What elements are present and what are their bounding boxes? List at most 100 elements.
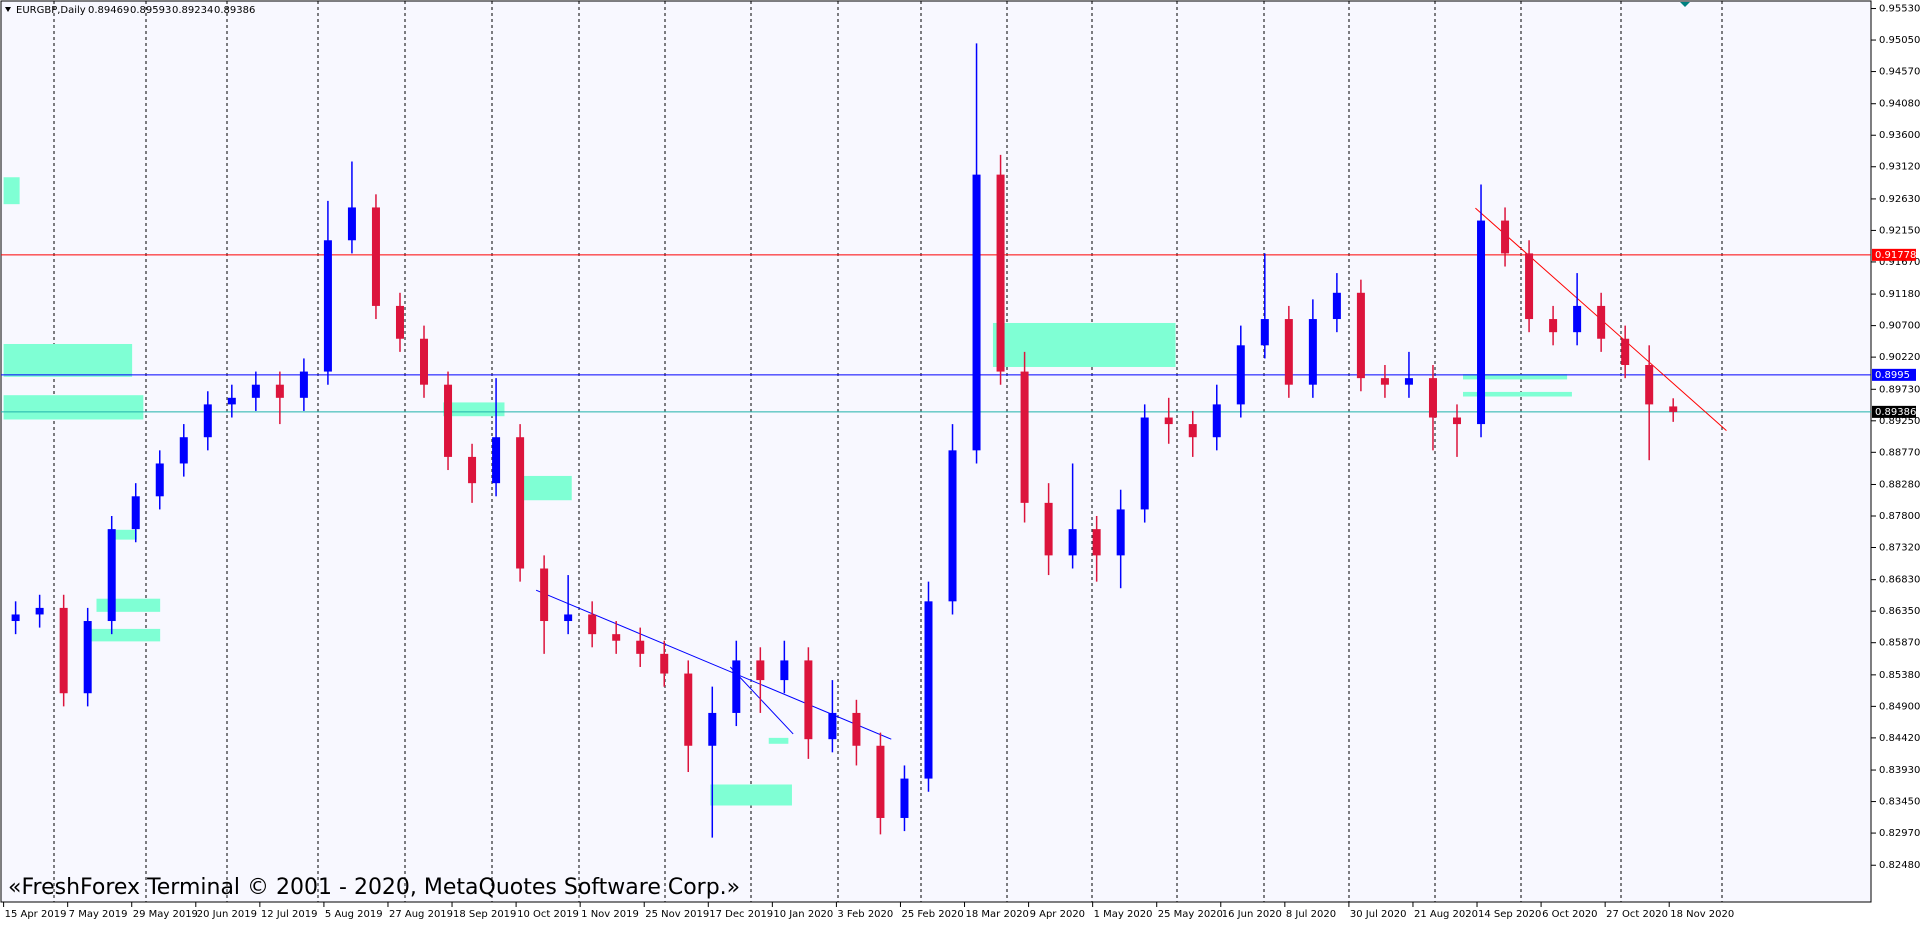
y-tick-label: 0.95050	[1879, 35, 1920, 46]
x-tick-label: 8 Jul 2020	[1286, 909, 1336, 920]
candle-body	[732, 660, 741, 713]
zone	[710, 784, 792, 806]
x-tick-label: 9 Apr 2020	[1030, 909, 1085, 920]
candle-body	[131, 496, 140, 530]
zone	[443, 402, 505, 417]
candle-body	[59, 607, 68, 694]
ohlc-open: 0.89469	[88, 5, 129, 16]
x-tick-label: 16 Jun 2020	[1222, 909, 1282, 920]
zone	[3, 395, 144, 420]
candle-body	[1140, 417, 1149, 510]
price-level-box	[1872, 248, 1916, 261]
y-tick-label: 0.83450	[1879, 797, 1920, 808]
candle-body	[1477, 220, 1486, 425]
candle-body	[1116, 509, 1125, 556]
y-tick-label: 0.82970	[1879, 828, 1920, 839]
y-tick-label: 0.84900	[1879, 701, 1920, 712]
candle-body	[1068, 529, 1077, 556]
x-tick-label: 7 May 2019	[69, 909, 128, 920]
y-tick-label: 0.95530	[1879, 4, 1920, 15]
candle-body	[1501, 220, 1510, 254]
candle-body	[347, 207, 356, 241]
candle-body	[203, 404, 212, 438]
ohlc-high: 0.89593	[130, 5, 171, 16]
candle-body	[179, 437, 188, 464]
zone	[1463, 374, 1568, 380]
x-tick-label: 1 Nov 2019	[581, 909, 639, 920]
candle-body	[1020, 371, 1029, 503]
y-tick-label: 0.88770	[1879, 447, 1920, 458]
zone	[107, 529, 137, 540]
candle-body	[1645, 365, 1654, 405]
header: EURGBP,Daily 0.89469 0.89593 0.89234 0.8…	[5, 5, 255, 16]
candle-body	[660, 653, 669, 674]
x-tick-label: 29 May 2019	[133, 909, 198, 920]
chart-layer: 0.95530 0.95050 0.94570 0.94080 0.93600 0.931…	[1, 4, 1920, 920]
y-tick-label: 0.89730	[1879, 384, 1920, 395]
zone	[3, 177, 20, 205]
candle-body	[299, 371, 308, 398]
y-tick-label: 0.88280	[1879, 479, 1920, 490]
x-tick-label: 18 Nov 2020	[1670, 909, 1734, 920]
candle-body	[468, 456, 477, 484]
y-tick-label: 0.84420	[1879, 733, 1920, 744]
candle-body	[420, 338, 429, 385]
x-tick-label: 18 Mar 2020	[966, 909, 1029, 920]
candle-body	[1092, 529, 1101, 556]
candle-body	[1212, 404, 1221, 438]
y-tick-label: 0.89250	[1879, 416, 1920, 427]
candle-body	[540, 568, 549, 622]
candle-body	[35, 607, 44, 615]
candle-body	[1380, 378, 1389, 385]
candle-body	[444, 384, 453, 457]
ohlc-close: 0.89386	[214, 5, 255, 16]
zone	[3, 343, 133, 377]
y-tick-label: 0.85380	[1879, 670, 1920, 681]
candle-body	[804, 660, 813, 740]
x-tick-label: 6 Oct 2020	[1542, 909, 1597, 920]
y-tick-label: 0.92630	[1879, 194, 1920, 205]
candle-body	[852, 712, 861, 746]
watermark: «FreshForex Terminal © 2001 - 2020, Meta…	[8, 875, 740, 900]
y-tick-label: 0.85870	[1879, 638, 1920, 649]
candle-body	[1308, 319, 1317, 385]
candle-body	[636, 640, 645, 654]
candle-body	[1549, 319, 1558, 333]
candle-body	[756, 660, 765, 681]
candle-body	[1669, 406, 1678, 412]
x-tick-label: 27 Aug 2019	[389, 909, 453, 920]
candle-body	[1260, 319, 1269, 346]
candle-body	[828, 712, 837, 740]
candle-body	[371, 207, 380, 306]
candle-body	[972, 174, 981, 451]
candle-body	[900, 778, 909, 818]
x-tick-label: 14 Sep 2020	[1478, 909, 1541, 920]
candle-body	[876, 745, 885, 818]
y-tick-label: 0.83930	[1879, 765, 1920, 776]
header-arrow	[5, 7, 11, 12]
x-tick-label: 10 Jan 2020	[773, 909, 833, 920]
price-level-box	[1872, 368, 1916, 381]
x-tick-label: 20 Jun 2019	[197, 909, 257, 920]
candle-body	[1356, 292, 1365, 379]
x-tick-label: 30 Jul 2020	[1350, 909, 1407, 920]
zone	[1463, 391, 1572, 397]
trendline	[729, 666, 794, 735]
candle-body	[1621, 338, 1630, 366]
x-tick-label: 5 Aug 2019	[325, 909, 383, 920]
ohlc-low: 0.89234	[172, 5, 213, 16]
zone	[521, 475, 572, 501]
candle-body	[516, 437, 525, 569]
candle-body	[708, 712, 717, 746]
y-tick-label: 0.86830	[1879, 575, 1920, 586]
x-tick-label: 1 May 2020	[1094, 909, 1153, 920]
x-tick-label: 27 Oct 2020	[1606, 909, 1668, 920]
candle-body	[227, 397, 236, 405]
y-tick-label: 0.91670	[1879, 257, 1920, 268]
y-tick-label: 0.86350	[1879, 606, 1920, 617]
y-tick-label: 0.87320	[1879, 543, 1920, 554]
y-tick-label: 0.93120	[1879, 162, 1920, 173]
candle-body	[1188, 424, 1197, 438]
zone	[768, 737, 789, 744]
